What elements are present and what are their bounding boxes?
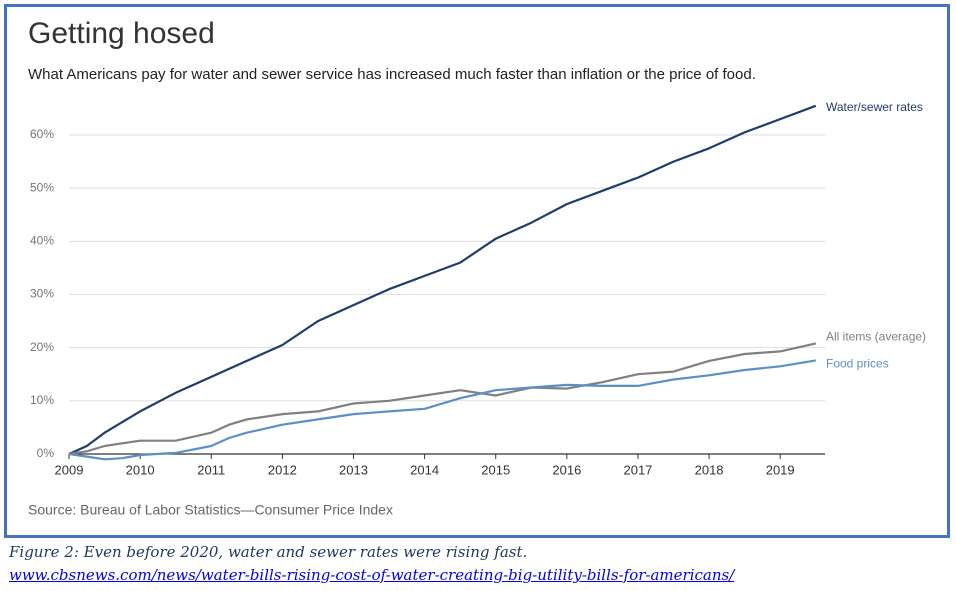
x-tick-label: 2009 xyxy=(55,462,84,477)
x-tick-label: 2018 xyxy=(695,462,724,477)
y-tick-label: 40% xyxy=(30,234,54,248)
y-tick-label: 20% xyxy=(30,340,54,354)
x-tick-label: 2013 xyxy=(339,462,368,477)
x-tick-label: 2012 xyxy=(268,462,297,477)
x-tick-label: 2015 xyxy=(481,462,510,477)
y-tick-label: 0% xyxy=(37,446,55,460)
series-label: All items (average) xyxy=(826,330,926,344)
chart-title: Getting hosed xyxy=(28,17,215,50)
series-label: Food prices xyxy=(826,357,889,371)
x-tick-label: 2011 xyxy=(197,462,225,477)
x-tick-label: 2010 xyxy=(126,462,155,477)
chart-subtitle: What Americans pay for water and sewer s… xyxy=(28,66,756,83)
y-tick-label: 10% xyxy=(30,393,54,407)
chart: Getting hosed What Americans pay for wat… xyxy=(28,17,926,518)
line-series xyxy=(68,104,817,456)
line-series xyxy=(68,342,817,456)
line-series xyxy=(68,359,816,461)
y-tick-label: 50% xyxy=(30,180,54,194)
chart-frame xyxy=(4,4,950,538)
y-tick-label: 30% xyxy=(30,287,54,301)
series-label: Water/sewer rates xyxy=(826,100,923,114)
x-tick-label: 2019 xyxy=(766,462,795,477)
source-note: Source: Bureau of Labor Statistics—Consu… xyxy=(28,502,393,518)
x-tick-label: 2017 xyxy=(623,462,652,477)
x-tick-label: 2016 xyxy=(552,462,581,477)
x-tick-label: 2014 xyxy=(410,462,439,477)
y-tick-label: 60% xyxy=(30,127,54,141)
source-link[interactable]: www.cbsnews.com/news/water-bills-rising-… xyxy=(9,566,735,584)
figure-caption: Figure 2: Even before 2020, water and se… xyxy=(9,543,528,561)
